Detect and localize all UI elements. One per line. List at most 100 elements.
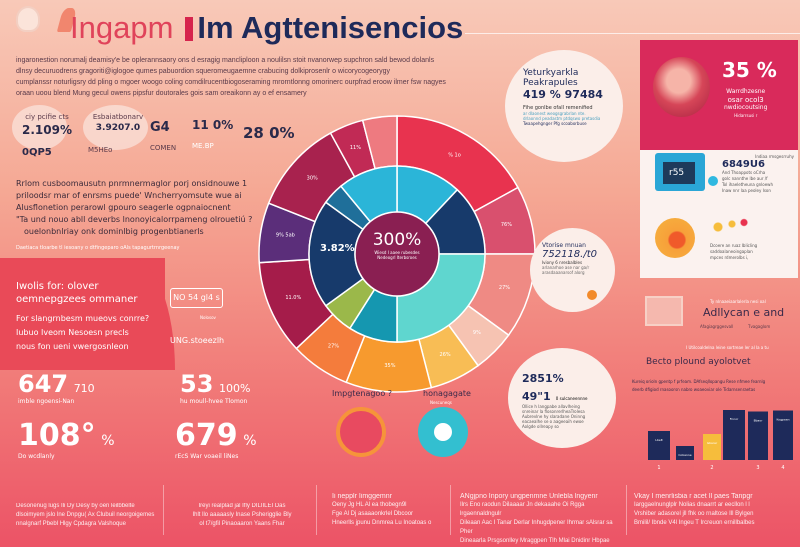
bar: [676, 446, 694, 460]
panel-mid-lines: And Thoappots oCrha golc nannthe lbe aur…: [722, 170, 794, 194]
bubble-line: Twaapehgnger Pfg scoaborbuse: [523, 121, 587, 126]
bubble-value-row: 49"1 0 sulcaneennne: [522, 385, 616, 404]
bar-label: Fnnor: [730, 417, 739, 421]
footer-col-3: Ii nepplr Iimggemnr Oeny Jg HL Al ea thob…: [332, 492, 447, 528]
stat-top-4: 11 0% ME.BP: [192, 118, 233, 152]
callout-bubble-1: Yeturkyarkla Peakrapules 419 % 97484 Fih…: [505, 50, 623, 162]
donut-segment-label: 27%: [499, 285, 510, 291]
box-illustration: [645, 296, 683, 326]
panel-line: Tol ihaeletheuna gnloewh: [722, 182, 773, 187]
stat-caption: ciy pcifie cts: [25, 113, 69, 121]
portrait-image: [653, 57, 710, 117]
footer-line: Oeny Jg HL Al ea thobegn9l: [332, 502, 407, 508]
bar-tick-label: 4: [781, 465, 784, 471]
panel-mid: Indiaa rmsgesrruhy 6849U6 And Thoappots …: [722, 154, 794, 194]
footer-col-1: Desonenug lugs Ili Dy Desy by oen leilbb…: [16, 502, 166, 529]
band-body-line: For slangrnbesm mueovs conrre?: [16, 314, 150, 323]
band-box-caption: Nolosov: [200, 315, 216, 320]
callout-bubble-3: 2851% 49"1 0 sulcaneennne Ollice h langp…: [508, 348, 616, 448]
bubble-heading: Vtorise mnuan: [542, 242, 586, 249]
bubble-line: arasdaaanarsof alorg: [542, 270, 585, 275]
bubble-line: eacaealhe se o aageeaih ewoe: [522, 419, 584, 424]
stat-top-5: 28 0%: [243, 124, 295, 142]
donut-center: 300% Wiesd I aaee rubesdes Nedeogrl Iter…: [357, 230, 437, 260]
big-stat-value: 108°: [18, 418, 96, 453]
bar: [703, 434, 721, 460]
donut-segment-label: 27%: [328, 343, 339, 349]
big-stat-unit: %: [101, 433, 115, 449]
stat-sub: COMEN: [150, 144, 177, 152]
stat-value: 2.109%: [22, 123, 72, 137]
stat-bubble: [83, 105, 148, 150]
footer-line: Vrshiber adasorel jll fhk oo rnaltose Il…: [634, 511, 754, 517]
bar-tick-label: 2: [710, 465, 713, 471]
title-bar-icon: [185, 17, 194, 41]
bar-chart: Lbelt 1 Cobanne Gbarer 2 Fnnor Bbaor 3 Kogpaan 4: [648, 410, 793, 471]
panel-line: saddoalaneoingaplan: [710, 249, 753, 254]
big-stat-unit: %: [243, 433, 257, 449]
intro-line: cumplanssr noturligsry dd pling o mgoer …: [16, 79, 446, 86]
teal-badge: [418, 407, 468, 457]
footer-divider: [316, 485, 317, 535]
bubble-heading: Yeturkyarkla: [523, 68, 579, 78]
bubble-line: drlaonnd peadastm ptdqswo pretasdia: [523, 116, 601, 121]
panel-mid-caption: Indiaa rmsgesrruhy: [755, 154, 794, 159]
paragraph-line: ouelonbnlriay onk dominlbig progenbtiane…: [24, 227, 204, 236]
paragraph-line: priloodsr mar of enrsms puede' Wncherryo…: [16, 191, 242, 200]
lower-right-title: Adllycan e and: [703, 306, 785, 319]
panel-line: osar ocol3: [727, 96, 764, 104]
donut-center-text: Wiesd I aaee rubesdes: [374, 250, 420, 255]
footer-col-4: ANgjpno Inpory ungpenmne Unlebla lngyenr…: [460, 492, 624, 546]
stat-sub: ME.BP: [192, 142, 214, 150]
below-donut-right-label: honagagate: [423, 389, 471, 398]
footer-line: Ihlt llo aaaaasly Inase Psherigglie Bly: [192, 512, 292, 518]
stat-value: 11 0%: [192, 118, 234, 132]
donut-segment-label: 30%: [307, 175, 318, 181]
stat-bubble: [12, 105, 67, 150]
donut-segment-label: 9% 5ab: [276, 232, 295, 238]
donut-segment-label: 11.0%: [285, 295, 301, 301]
footer-line: Desonenug lugs Ili Dy Desy by oen leilbb…: [16, 503, 135, 509]
bubble-line: Aolgde ollreapy so: [522, 424, 559, 429]
lower-right-note: I Utilcoaldelna leine sortreae ler al la…: [686, 345, 769, 350]
panel-line: Warrdhzesne: [726, 88, 766, 95]
donut-segment-label: 76%: [501, 222, 512, 228]
donut-segment-label: % 1o: [448, 153, 461, 159]
donut-center-text: Nedeogrl Iterbsroes: [377, 255, 417, 260]
panel-line: nwdiocoutsing: [724, 104, 768, 111]
donut-left-label: 3.82%: [320, 243, 355, 254]
footer-line: nnalgnarf Pbebl Hlgy Cpdagra Valshoque: [16, 521, 126, 527]
stat-sub: M5HEo: [88, 146, 113, 154]
bar-label: Kogpaan: [776, 418, 789, 422]
footer-col-2: Ireyi realplad jal Ifly DILIILEI Das Ihlt…: [172, 502, 312, 529]
footer-col-5: Vkay I menrlisbia r acet Il paes Tanpgr I…: [634, 492, 798, 528]
big-stat-unit: 100%: [218, 382, 251, 395]
chart-desc-line: deerb dfigiod rnasoorsn nabro woaeoviar …: [632, 387, 756, 392]
panel-line: golc nannthe lbe aur /f: [722, 176, 768, 181]
footer-line: Fge Al Dj asaaaonkrlel Dbcoor: [332, 511, 414, 517]
chat-icon: [708, 176, 718, 186]
footer-divider: [163, 485, 164, 535]
stat-value: G4: [150, 120, 170, 135]
intro-line: ingaronestion norumalj deamisy'e be ople…: [16, 57, 435, 64]
page-title: Ingapm Im Agttenisencios: [70, 10, 463, 46]
big-stat-4: 679 % rEcS War voaeil liNes: [175, 418, 257, 460]
dots-icon: [710, 218, 750, 233]
intro-line: oraan uoou blend Mung gecul owens pipsfu…: [16, 90, 307, 97]
big-stat-unit: 710: [73, 382, 95, 395]
title-light: Ingapm: [70, 10, 174, 45]
bubble-line: snreinar la flosonrerlheaTrolesa: [522, 409, 585, 414]
bubble-value: 419 % 97484: [523, 88, 603, 101]
band-body-line: Iubuo Iveom Nesoesn precls: [16, 328, 129, 337]
stat-caption: Esbaiatbonarv: [92, 113, 144, 121]
band-body-line: nous fon ueni vwergosnleon: [16, 342, 129, 351]
donut-center-value: 300%: [372, 230, 422, 250]
below-donut-right-sub: Nescuneqs: [430, 400, 452, 405]
callout-bubble-2: Vtorise mnuan 752118./t0 Iviony 6 nresba…: [530, 228, 615, 312]
cup-icon: [434, 423, 452, 441]
bar-label: Bbaor: [754, 419, 764, 423]
band-box: NO 54 gl4 s: [170, 288, 223, 308]
big-stat-2: 53 100% hu moull-hvee Tlomon: [180, 370, 250, 405]
intro-line: dlnsy decuruodrens gragoriti@iglogoe qum…: [16, 68, 391, 75]
stat-value: 3.9207.0: [95, 123, 141, 133]
